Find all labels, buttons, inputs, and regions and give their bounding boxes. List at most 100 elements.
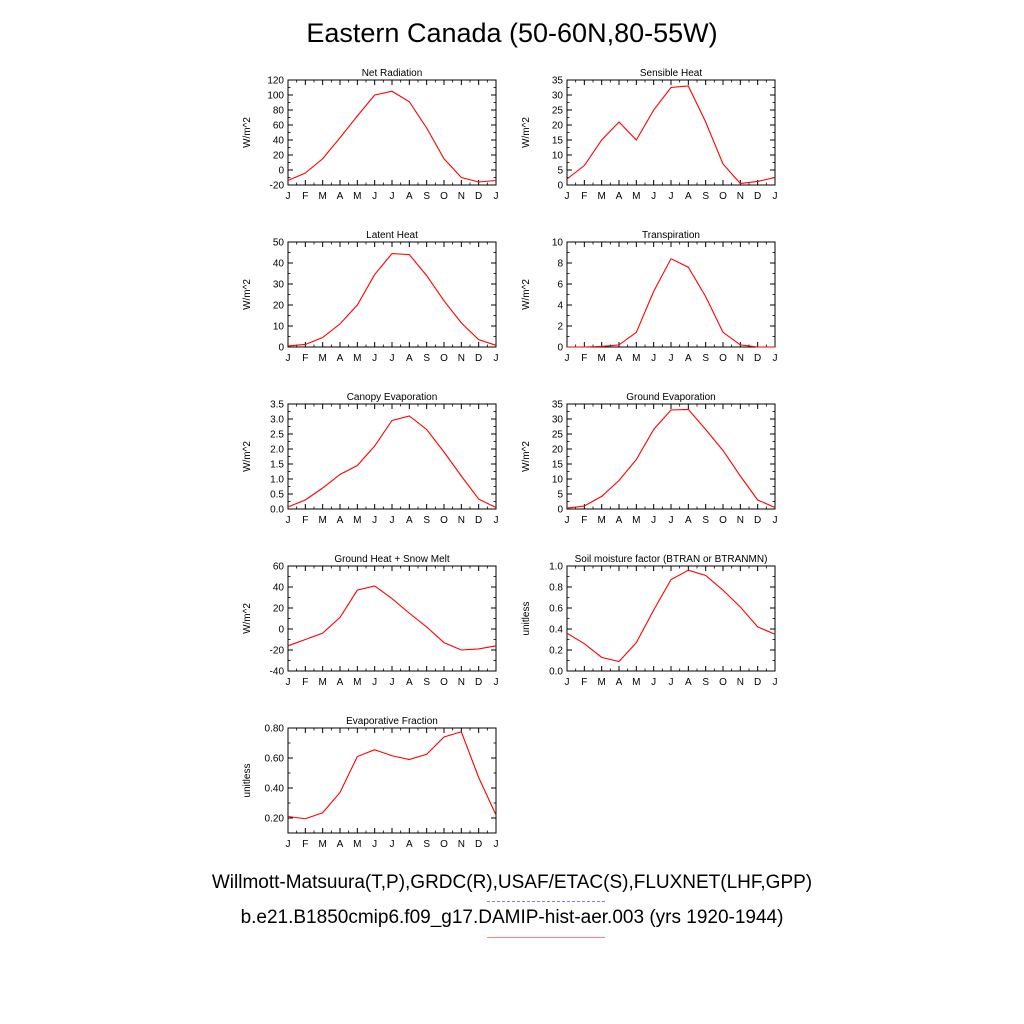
series-line <box>567 258 775 348</box>
panel-title: Latent Heat <box>366 230 418 241</box>
y-tick-label: 8 <box>557 259 563 270</box>
x-tick-label: S <box>702 353 709 364</box>
y-tick-label: 0.2 <box>549 646 563 657</box>
y-tick-label: 1.0 <box>270 475 284 486</box>
x-tick-label: J <box>773 677 778 688</box>
x-tick-label: J <box>565 677 570 688</box>
x-tick-label: J <box>773 191 778 202</box>
x-tick-label: M <box>318 839 326 850</box>
y-tick-label: 0 <box>278 343 284 354</box>
panel-title: Net Radiation <box>362 68 423 79</box>
x-tick-label: A <box>685 515 692 526</box>
x-tick-label: A <box>337 353 344 364</box>
x-tick-label: S <box>702 515 709 526</box>
y-tick-label: 2.5 <box>270 430 284 441</box>
x-tick-label: O <box>719 677 727 688</box>
x-tick-label: A <box>616 191 623 202</box>
x-tick-label: S <box>702 191 709 202</box>
x-tick-label: J <box>390 839 395 850</box>
x-tick-label: D <box>475 353 482 364</box>
y-tick-label: 10 <box>552 238 564 249</box>
x-tick-label: N <box>737 191 744 202</box>
x-tick-label: J <box>565 515 570 526</box>
x-tick-label: N <box>737 515 744 526</box>
panel-soil-moisture-factor-btran-or-btranmn: Soil moisture factor (BTRAN or BTRANMN) J… <box>507 546 785 696</box>
y-tick-label: 10 <box>552 151 564 162</box>
x-tick-label: O <box>440 839 448 850</box>
x-tick-label: M <box>318 677 326 688</box>
y-tick-label: 0.0 <box>549 667 563 678</box>
x-tick-label: J <box>669 515 674 526</box>
panel-title: Evaporative Fraction <box>346 716 438 727</box>
x-tick-label: M <box>632 191 640 202</box>
y-tick-label: -20 <box>270 646 285 657</box>
x-tick-label: J <box>286 353 291 364</box>
x-tick-label: M <box>632 353 640 364</box>
y-axis-label: W/m^2 <box>242 279 253 310</box>
x-tick-label: F <box>302 515 308 526</box>
x-tick-label: M <box>353 191 361 202</box>
y-tick-label: 1.0 <box>549 562 563 573</box>
x-tick-label: A <box>685 353 692 364</box>
legend-model-swatch <box>487 937 605 938</box>
x-tick-label: F <box>581 353 587 364</box>
series-line <box>287 90 497 183</box>
x-tick-label: J <box>651 191 656 202</box>
y-tick-label: 30 <box>273 280 285 291</box>
panel-title: Soil moisture factor (BTRAN or BTRANMN) <box>575 554 768 565</box>
plot-frame <box>566 241 776 348</box>
x-tick-label: J <box>565 191 570 202</box>
x-tick-label: J <box>494 677 499 688</box>
x-tick-label: A <box>406 191 413 202</box>
x-tick-label: A <box>685 191 692 202</box>
x-tick-label: A <box>337 191 344 202</box>
x-tick-label: S <box>423 353 430 364</box>
x-tick-label: M <box>632 677 640 688</box>
x-tick-label: J <box>494 515 499 526</box>
y-tick-label: 20 <box>273 151 285 162</box>
x-tick-label: J <box>494 353 499 364</box>
x-tick-label: A <box>337 839 344 850</box>
series-line <box>566 569 776 663</box>
x-tick-label: O <box>719 191 727 202</box>
y-tick-label: -40 <box>270 667 285 678</box>
x-tick-label: O <box>440 515 448 526</box>
x-tick-label: D <box>475 839 482 850</box>
x-tick-label: S <box>423 515 430 526</box>
y-tick-label: 2.0 <box>270 445 284 456</box>
x-tick-label: F <box>581 677 587 688</box>
x-tick-label: F <box>302 191 308 202</box>
y-tick-label: 25 <box>552 430 564 441</box>
plot-frame <box>287 565 497 672</box>
y-tick-label: 0 <box>278 166 284 177</box>
y-tick-label: 80 <box>273 106 285 117</box>
x-tick-label: O <box>440 191 448 202</box>
x-tick-label: M <box>353 353 361 364</box>
y-axis-label: unitless <box>242 764 253 798</box>
y-tick-label: 0.0 <box>270 505 284 516</box>
panel-ground-heat-snow-melt: Ground Heat + Snow Melt J F M A M J J A S O N D J -40-… <box>228 546 506 696</box>
y-tick-label: 30 <box>552 91 564 102</box>
x-tick-label: J <box>669 353 674 364</box>
series-line <box>287 415 497 508</box>
panel-title: Ground Heat + Snow Melt <box>334 554 450 565</box>
x-tick-label: M <box>318 191 326 202</box>
x-tick-label: N <box>737 677 744 688</box>
x-tick-label: N <box>458 515 465 526</box>
x-tick-label: J <box>286 839 291 850</box>
y-tick-label: 35 <box>552 76 564 87</box>
plot-frame <box>287 79 497 186</box>
x-tick-label: N <box>458 191 465 202</box>
x-tick-label: A <box>616 353 623 364</box>
x-tick-label: J <box>286 677 291 688</box>
x-tick-label: N <box>737 353 744 364</box>
x-tick-label: J <box>651 677 656 688</box>
x-tick-label: M <box>597 515 605 526</box>
x-tick-label: J <box>773 515 778 526</box>
x-tick-label: A <box>685 677 692 688</box>
x-tick-label: J <box>669 677 674 688</box>
y-tick-label: 120 <box>267 76 284 87</box>
x-tick-label: A <box>616 677 623 688</box>
series-line <box>566 408 776 509</box>
